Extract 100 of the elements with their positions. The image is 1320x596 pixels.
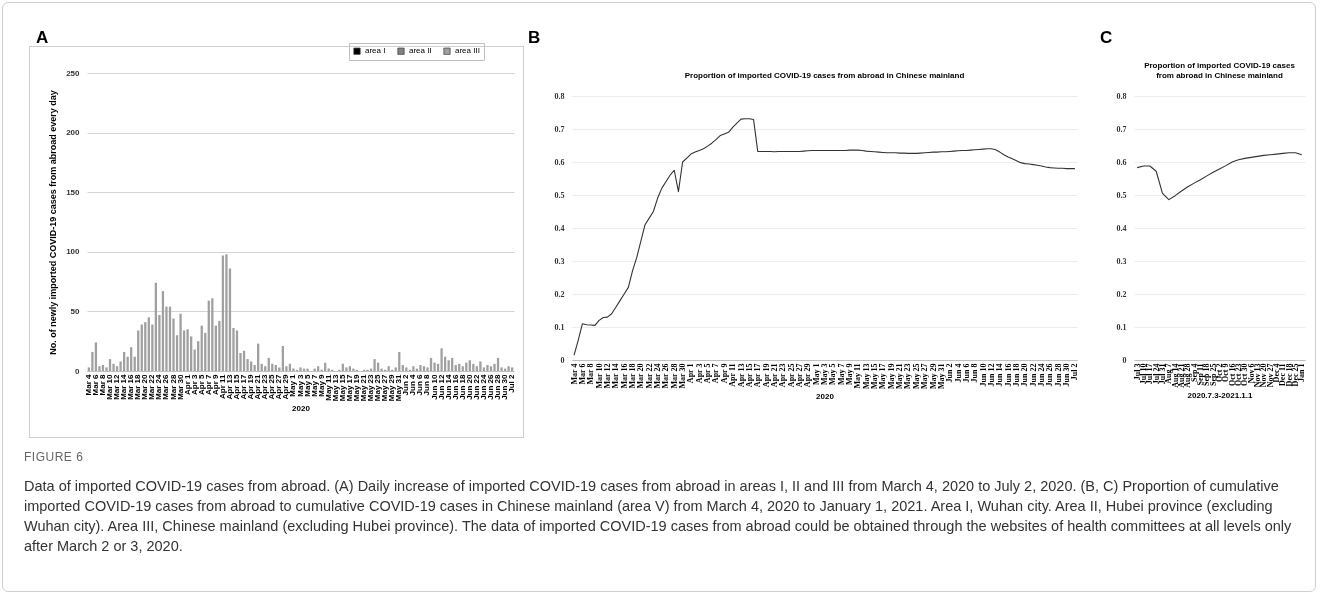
x-tick-label: Jun 24 <box>1037 363 1047 387</box>
x-tick-label: Mar 8 <box>586 363 596 385</box>
x-tick-label: Jun 28 <box>1053 363 1063 387</box>
x-tick-label: Mar 8 <box>97 373 107 396</box>
x-tick-label: Jun 18 <box>457 373 467 400</box>
x-axis-title: 2020 <box>292 404 311 414</box>
line-series <box>573 118 1076 356</box>
x-tick-label: Jun 4 <box>953 363 963 383</box>
x-tick-label: Mar 30 <box>678 363 688 389</box>
bar <box>264 366 267 371</box>
x-tick-label: Apr 21 <box>769 363 779 388</box>
x-tick-label: May 15 <box>870 363 880 390</box>
x-tick-label: Apr 29 <box>803 363 813 388</box>
bar <box>186 329 189 371</box>
x-tick-label: May 21 <box>895 363 905 390</box>
x-tick-label: Jul 24 <box>1151 363 1161 385</box>
x-tick-label: Mar 28 <box>168 373 178 400</box>
bar <box>348 366 352 371</box>
bar <box>316 366 320 371</box>
x-tick-label: Mar 16 <box>126 373 136 400</box>
x-axis-title: 2020 <box>816 392 835 402</box>
x-tick-label: Mar 24 <box>154 373 164 400</box>
x-tick-label: Dec 4 <box>1272 363 1281 383</box>
x-tick-label: Mar 18 <box>628 363 638 389</box>
x-tick-label: Jun 20 <box>1020 363 1030 387</box>
x-tick-label: Jun 6 <box>415 373 425 396</box>
x-tick-label: Apr 19 <box>761 363 771 388</box>
y-tick-label: 0.5 <box>554 190 565 200</box>
text: Data of imported COVID-19 cases from abroad. (A) Daily increase of imported COVID-19 cases from abroad in areas I, II and III from March 4, 2020 to July 2, 2020. (B, C) Proportion of cumulative imported COVID-19 cases from abroad to cumulative COVID-19 cases in Chinese mainland (area V) from March 4, 2020 to January 1, 2021. Area I, Wuhan city. Area II, Hubei province (excluding Wuhan city). Area III, Chinese mainland (excluding Hubei province). The data of imported COVID-19 cases from abroad could be obtained through the websites of health committees at all levels only after March 2 or 3, 2020. <box>24 477 1293 556</box>
x-tick-label: Mar 24 <box>653 363 663 389</box>
x-tick-label: Nov 13 <box>1253 363 1262 388</box>
x-tick-label: Apr 23 <box>778 363 788 388</box>
x-tick-label: May 13 <box>861 363 871 390</box>
text: A <box>36 28 49 48</box>
caption: FIGURE 6 <box>24 450 84 464</box>
bar <box>112 363 115 371</box>
y-tick-label: 0 <box>75 366 81 376</box>
x-tick-label: Apr 1 <box>686 363 696 384</box>
x-tick-label: May 23 <box>903 363 913 390</box>
x-tick-label: Jun 16 <box>450 373 460 400</box>
y-tick-label: 0.6 <box>554 157 565 167</box>
y-tick-label: 0 <box>1122 355 1127 365</box>
y-tick-label: 0.6 <box>1116 157 1127 167</box>
x-tick-label: May 25 <box>911 363 921 390</box>
y-tick-label: 0.1 <box>1116 322 1127 332</box>
y-tick-label: 0.7 <box>554 124 565 134</box>
bar <box>486 365 489 371</box>
x-tick-label: Jun 20 <box>464 373 474 400</box>
x-tick-label: Jun 16 <box>1003 363 1013 387</box>
x-tick-label: May 11 <box>853 363 863 389</box>
x-tick-label: Mar 22 <box>147 373 157 400</box>
bar <box>225 254 228 371</box>
bar <box>292 368 295 371</box>
bar <box>345 367 348 371</box>
y-tick-label: 0.4 <box>1116 223 1127 233</box>
x-tick-label: Jun 24 <box>478 373 488 400</box>
x-tick-label: Mar 6 <box>90 373 100 396</box>
x-tick-label: Mar 4 <box>83 373 93 396</box>
x-tick-label: Jun 12 <box>436 373 446 400</box>
x-tick-label: Apr 15 <box>744 363 754 388</box>
legend-label: area II <box>409 46 432 56</box>
x-tick-label: Jun 22 <box>1028 363 1038 387</box>
bar <box>440 348 443 371</box>
x-tick-label: Jun 28 <box>493 373 503 400</box>
text: C <box>1100 28 1113 48</box>
x-tick-label: Apr 17 <box>753 363 763 388</box>
bar <box>433 362 436 371</box>
y-tick-label: 150 <box>66 187 81 197</box>
x-tick-label: Mar 4 <box>569 363 579 385</box>
x-tick-label: Mar 26 <box>661 363 671 389</box>
x-tick-label: Jun 22 <box>471 373 481 400</box>
y-tick-label: 0.3 <box>554 256 565 266</box>
x-tick-label: May 5 <box>828 363 838 386</box>
x-tick-label: Jun 2 <box>945 363 955 383</box>
x-tick-label: Jun 4 <box>408 373 418 396</box>
y-axis-title: No. of newly imported COVID-19 cases from abroad every day <box>48 90 59 355</box>
x-axis-title: 2020.7.3-2021.1.1 <box>1187 390 1254 400</box>
bar <box>352 368 355 371</box>
y-tick-label: 0.7 <box>1116 124 1127 134</box>
x-tick-label: Jun 18 <box>1011 363 1021 387</box>
x-tick-label: Jan 1 <box>1297 363 1307 382</box>
x-tick-label: Mar 6 <box>577 363 587 385</box>
bar <box>306 368 309 371</box>
x-tick-label: Jun 12 <box>986 363 996 387</box>
x-tick-label: Jun 26 <box>485 373 495 400</box>
x-tick-label: Dec 25 <box>1291 363 1300 387</box>
x-tick-label: Oct 2 <box>1215 363 1224 382</box>
x-tick-label: Mar 14 <box>611 363 621 389</box>
x-tick-label: May 3 <box>820 363 829 386</box>
bar <box>489 366 493 371</box>
bar <box>412 366 415 371</box>
x-tick-label: Apr 11 <box>728 363 738 387</box>
y-tick-label: 250 <box>66 68 81 78</box>
x-tick-label: Oct 23 <box>1234 363 1243 386</box>
y-tick-label: 0.1 <box>554 322 565 332</box>
bar <box>507 366 510 371</box>
y-tick-label: 0.4 <box>554 223 565 233</box>
y-tick-label: 100 <box>66 247 81 257</box>
x-tick-label: Jun 8 <box>970 363 980 383</box>
x-tick-label: Apr 27 <box>794 363 804 388</box>
